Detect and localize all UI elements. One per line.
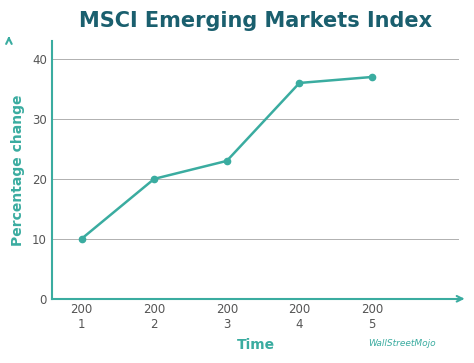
Y-axis label: Percentage change: Percentage change xyxy=(11,94,25,246)
Title: MSCI Emerging Markets Index: MSCI Emerging Markets Index xyxy=(79,11,432,31)
X-axis label: Time: Time xyxy=(237,338,275,352)
Text: WallStreetMojo: WallStreetMojo xyxy=(368,339,436,348)
